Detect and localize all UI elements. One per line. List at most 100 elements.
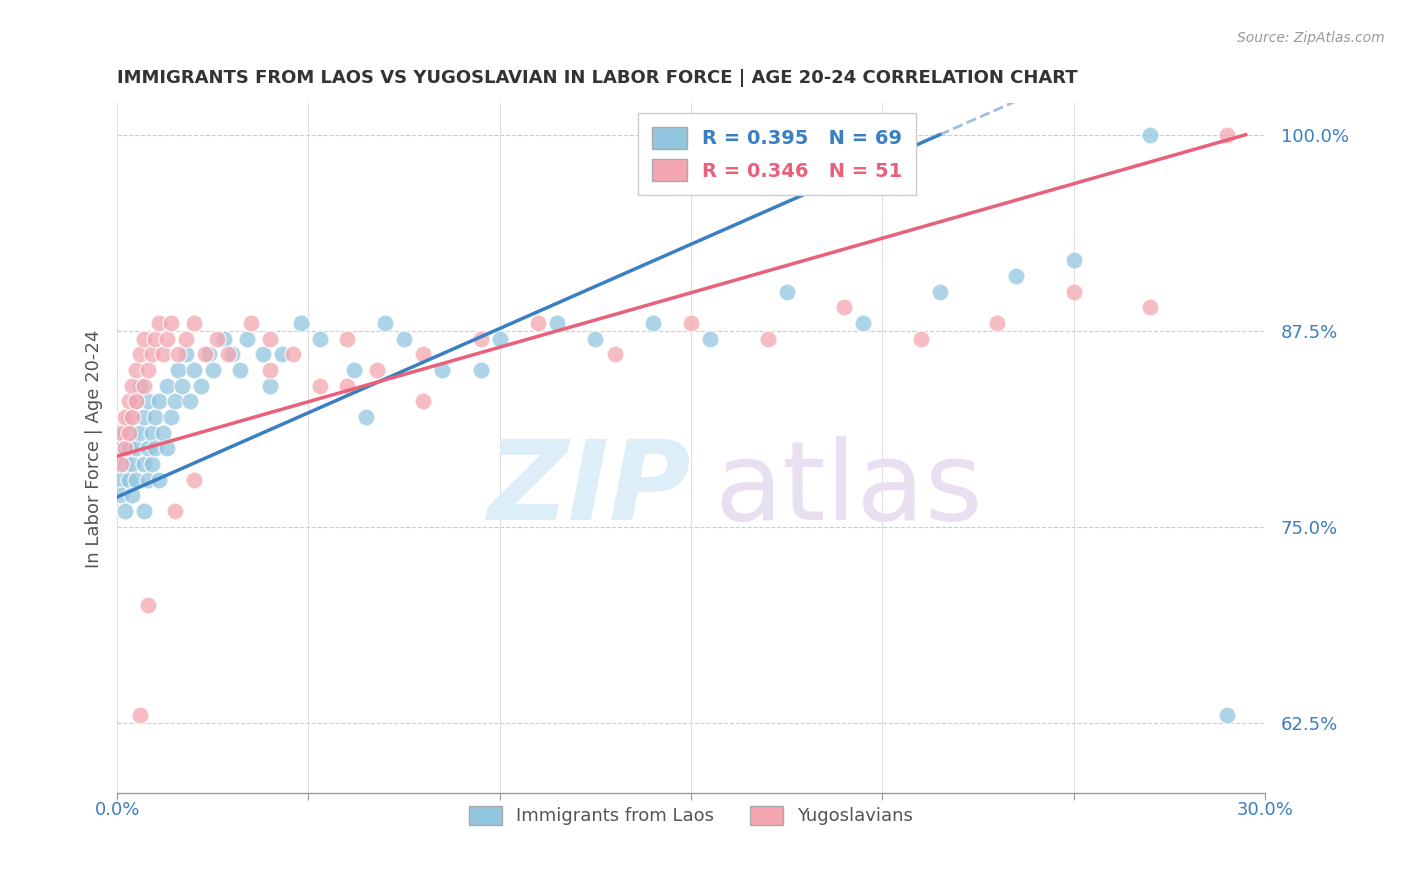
Point xyxy=(309,332,332,346)
Point xyxy=(832,300,855,314)
Point xyxy=(148,473,170,487)
Point xyxy=(129,378,152,392)
Point xyxy=(121,425,143,440)
Point xyxy=(132,457,155,471)
Point xyxy=(603,347,626,361)
Point xyxy=(290,316,312,330)
Point xyxy=(392,332,415,346)
Point xyxy=(145,442,167,456)
Text: ZIP: ZIP xyxy=(488,436,690,543)
Point xyxy=(1139,128,1161,142)
Point xyxy=(141,347,163,361)
Point xyxy=(1215,128,1237,142)
Point xyxy=(1063,285,1085,299)
Point xyxy=(129,347,152,361)
Point xyxy=(412,347,434,361)
Point xyxy=(214,332,236,346)
Point xyxy=(986,316,1008,330)
Point xyxy=(174,347,197,361)
Point xyxy=(159,316,181,330)
Point xyxy=(343,363,366,377)
Point xyxy=(259,332,281,346)
Point xyxy=(114,504,136,518)
Point xyxy=(252,347,274,361)
Point xyxy=(121,457,143,471)
Point xyxy=(259,363,281,377)
Point xyxy=(1139,300,1161,314)
Point xyxy=(432,363,454,377)
Point xyxy=(110,473,132,487)
Point xyxy=(132,332,155,346)
Point xyxy=(198,347,221,361)
Point xyxy=(145,409,167,424)
Point xyxy=(152,425,174,440)
Text: IMMIGRANTS FROM LAOS VS YUGOSLAVIAN IN LABOR FORCE | AGE 20-24 CORRELATION CHART: IMMIGRANTS FROM LAOS VS YUGOSLAVIAN IN L… xyxy=(117,69,1078,87)
Point xyxy=(125,394,148,409)
Point xyxy=(309,378,332,392)
Point xyxy=(110,457,132,471)
Point xyxy=(114,425,136,440)
Point xyxy=(167,363,190,377)
Point xyxy=(159,409,181,424)
Point xyxy=(183,363,205,377)
Point xyxy=(121,378,143,392)
Point xyxy=(217,347,239,361)
Point xyxy=(374,316,396,330)
Point xyxy=(756,332,779,346)
Point xyxy=(205,332,228,346)
Point xyxy=(121,409,143,424)
Point xyxy=(1063,253,1085,268)
Point xyxy=(136,598,159,612)
Point xyxy=(240,316,263,330)
Point xyxy=(183,316,205,330)
Point xyxy=(125,363,148,377)
Point xyxy=(228,363,250,377)
Point xyxy=(163,504,186,518)
Point xyxy=(488,332,510,346)
Point xyxy=(183,473,205,487)
Point xyxy=(259,378,281,392)
Text: atlas: atlas xyxy=(714,436,983,543)
Point xyxy=(163,394,186,409)
Point xyxy=(118,425,141,440)
Point xyxy=(1005,268,1028,283)
Point xyxy=(699,332,721,346)
Point xyxy=(114,457,136,471)
Point xyxy=(118,409,141,424)
Point xyxy=(336,332,359,346)
Point xyxy=(136,363,159,377)
Text: 30.0%: 30.0% xyxy=(1236,801,1294,819)
Point xyxy=(156,332,179,346)
Point xyxy=(336,378,359,392)
Point xyxy=(145,332,167,346)
Point xyxy=(118,442,141,456)
Point xyxy=(132,409,155,424)
Point xyxy=(114,442,136,456)
Point xyxy=(236,332,259,346)
Point xyxy=(167,347,190,361)
Point xyxy=(136,442,159,456)
Point xyxy=(136,394,159,409)
Point xyxy=(141,457,163,471)
Point xyxy=(221,347,243,361)
Point xyxy=(852,316,875,330)
Point xyxy=(156,378,179,392)
Point xyxy=(129,425,152,440)
Point xyxy=(179,394,201,409)
Point xyxy=(136,473,159,487)
Point xyxy=(132,504,155,518)
Point xyxy=(148,394,170,409)
Point xyxy=(156,442,179,456)
Point xyxy=(121,488,143,502)
Point xyxy=(110,488,132,502)
Point xyxy=(132,378,155,392)
Point xyxy=(190,378,212,392)
Point xyxy=(928,285,950,299)
Point xyxy=(910,332,932,346)
Point xyxy=(110,425,132,440)
Point xyxy=(114,409,136,424)
Point xyxy=(118,473,141,487)
Point xyxy=(118,394,141,409)
Point xyxy=(679,316,702,330)
Y-axis label: In Labor Force | Age 20-24: In Labor Force | Age 20-24 xyxy=(86,329,103,567)
